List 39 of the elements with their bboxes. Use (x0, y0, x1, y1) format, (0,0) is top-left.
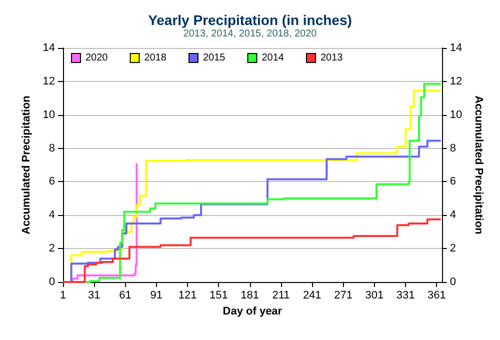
y2-axis-title: Accumulated Precipitation (472, 96, 484, 235)
x-tick-label: 91 (150, 290, 163, 302)
y-axis-title: Accumulated Precipitation (20, 95, 32, 234)
y2-tick-label: 12 (450, 75, 462, 88)
y2-tick-label: 10 (450, 108, 462, 121)
y-tick-label: 0 (48, 276, 55, 288)
y2-tick-label: 6 (450, 176, 456, 188)
chart-subtitle: 2013, 2014, 2015, 2018, 2020 (183, 28, 318, 40)
y2-tick-label: 4 (450, 209, 456, 222)
y-tick-label: 14 (42, 42, 55, 54)
y-tick-label: 4 (48, 209, 55, 222)
legend-label: 2013 (320, 52, 344, 64)
y-tick-label: 2 (48, 242, 55, 255)
y2-tick-label: 2 (450, 242, 456, 255)
x-tick-label: 31 (88, 290, 100, 302)
y2-tick-label: 8 (450, 142, 456, 154)
x-tick-label: 151 (210, 290, 228, 302)
y-tick-label: 6 (48, 176, 55, 188)
x-tick-label: 331 (396, 290, 415, 302)
x-tick-label: 211 (272, 290, 290, 302)
x-tick-label: 241 (302, 290, 322, 302)
x-tick-label: 271 (334, 290, 352, 302)
x-tick-label: 1 (60, 290, 66, 302)
x-tick-label: 361 (427, 290, 446, 302)
legend-label: 2018 (144, 52, 167, 64)
legend-label: 2020 (86, 52, 108, 64)
legend-label: 2014 (262, 52, 284, 64)
y-tick-label: 12 (42, 75, 55, 88)
x-tick-label: 61 (119, 290, 132, 302)
x-tick-label: 301 (365, 290, 384, 302)
x-axis-title: Day of year (222, 306, 283, 318)
y2-tick-label: 14 (450, 42, 462, 54)
chart-title: Yearly Precipitation (in inches) (148, 12, 352, 28)
legend-label: 2015 (202, 52, 226, 64)
x-tick-label: 121 (178, 290, 197, 302)
y-tick-label: 10 (42, 108, 55, 121)
y2-tick-label: 0 (450, 276, 456, 288)
x-tick-label: 181 (240, 290, 260, 302)
y-tick-label: 8 (48, 142, 55, 154)
